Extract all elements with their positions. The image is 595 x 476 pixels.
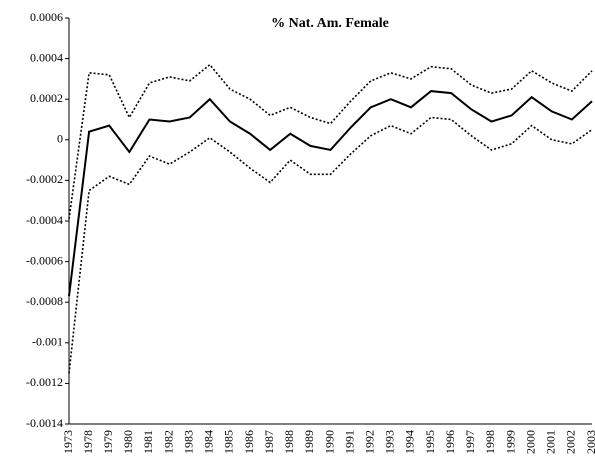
- x-tick-label: 1981: [141, 430, 155, 454]
- x-tick-label: 1995: [423, 430, 437, 454]
- x-tick-label: 1973: [61, 430, 75, 454]
- x-tick-label: 1985: [222, 430, 236, 454]
- y-tick-label: -0.0008: [26, 294, 63, 308]
- y-tick-label: -0.0014: [26, 416, 63, 430]
- x-tick-label: 2003: [584, 430, 595, 454]
- x-tick-label: 2001: [544, 430, 558, 454]
- x-tick-label: 1997: [463, 430, 477, 454]
- x-tick-label: 1987: [262, 430, 276, 454]
- x-tick-label: 1999: [503, 430, 517, 454]
- x-tick-label: 1980: [121, 430, 135, 454]
- y-tick-label: 0: [57, 132, 63, 146]
- x-tick-label: 1991: [342, 430, 356, 454]
- x-tick-label: 1998: [483, 430, 497, 454]
- y-tick-label: 0.0006: [30, 10, 63, 24]
- x-tick-label: 2000: [523, 430, 537, 454]
- y-tick-label: -0.0012: [26, 375, 63, 389]
- series-line: [68, 90, 593, 297]
- y-tick-label: -0.0002: [26, 172, 63, 186]
- x-tick-label: 1983: [181, 430, 195, 454]
- x-tick-label: 1979: [101, 430, 115, 454]
- series-line: [68, 116, 593, 374]
- x-tick-label: 1986: [242, 430, 256, 454]
- y-tick-label: 0.0002: [30, 91, 63, 105]
- x-tick-label: 1993: [383, 430, 397, 454]
- x-tick-label: 1989: [302, 430, 316, 454]
- x-tick-label: 1990: [322, 430, 336, 454]
- x-tick-label: 1984: [202, 430, 216, 454]
- x-tick-label: 2002: [564, 430, 578, 454]
- chart-title: % Nat. Am. Female: [271, 16, 389, 31]
- x-tick-label: 1978: [81, 430, 95, 454]
- x-tick-label: 1996: [443, 430, 457, 454]
- y-tick-label: 0.0004: [30, 50, 63, 64]
- x-tick-label: 1992: [362, 430, 376, 454]
- y-tick-label: -0.0006: [26, 253, 63, 267]
- y-tick-label: -0.001: [32, 335, 63, 349]
- y-tick-label: -0.0004: [26, 213, 63, 227]
- x-tick-label: 1994: [403, 430, 417, 454]
- series-line: [68, 63, 593, 220]
- x-tick-label: 1988: [282, 430, 296, 454]
- x-tick-label: 1982: [161, 430, 175, 454]
